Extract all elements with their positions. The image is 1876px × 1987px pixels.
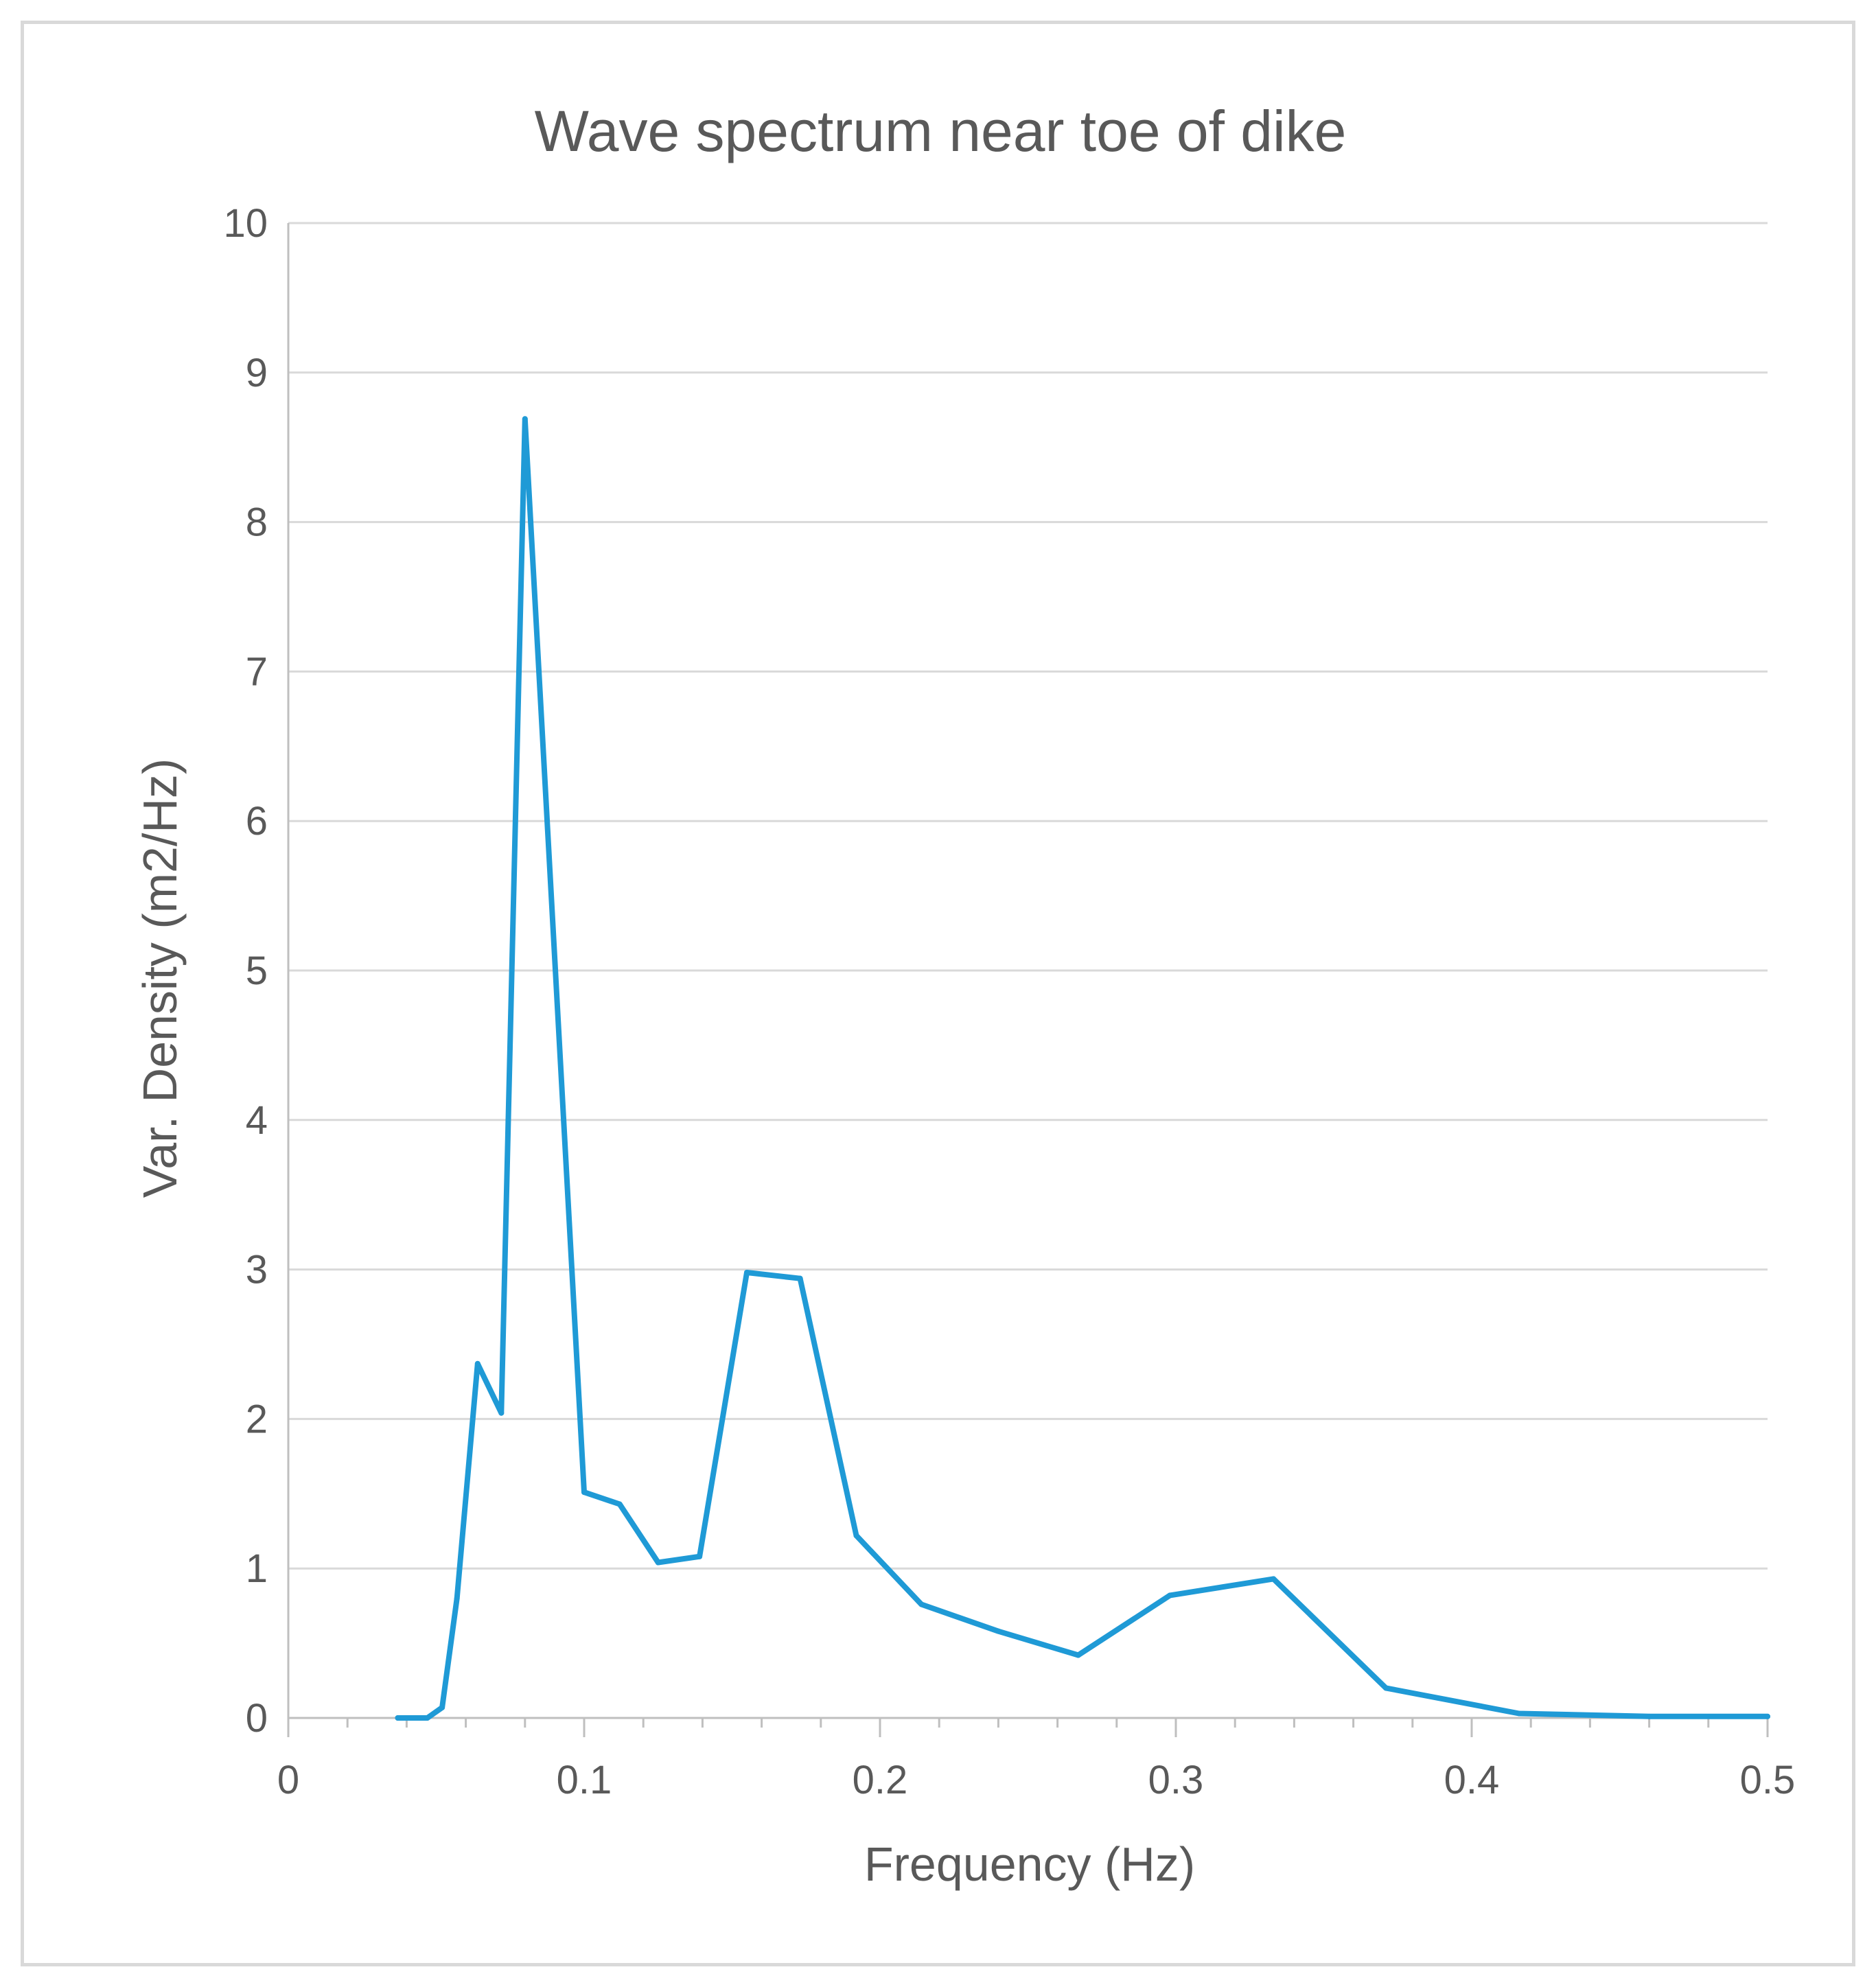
y-tick-label: 0 xyxy=(246,1696,268,1741)
data-point xyxy=(424,1715,430,1721)
chart-title: Wave spectrum near toe of dike xyxy=(535,99,1347,163)
chart-frame: Wave spectrum near toe of dike 0 1 2 3 4 5 6 7 8… xyxy=(21,21,1855,1966)
y-tick-label: 6 xyxy=(246,799,268,844)
series-line xyxy=(395,416,1770,1721)
x-tick-label: 0.4 xyxy=(1444,1758,1500,1802)
data-point xyxy=(697,1553,703,1559)
data-point xyxy=(1075,1652,1081,1658)
x-tick-label: 0.5 xyxy=(1740,1758,1796,1802)
y-tick-label: 7 xyxy=(246,649,268,694)
line-chart: Wave spectrum near toe of dike 0 1 2 3 4 5 6 7 8… xyxy=(133,99,1795,1891)
x-tick-label: 0.1 xyxy=(557,1758,612,1802)
gridlines xyxy=(288,222,1768,1570)
x-tick-label: 0 xyxy=(277,1758,299,1802)
data-point xyxy=(995,1628,1001,1634)
data-point xyxy=(395,1715,401,1721)
x-axis-tick-labels: 0 0.1 0.2 0.3 0.4 0.5 xyxy=(277,1758,1795,1802)
data-point xyxy=(616,1501,623,1507)
y-tick-label: 5 xyxy=(246,949,268,993)
x-axis-title: Frequency (Hz) xyxy=(864,1837,1195,1891)
data-point xyxy=(522,416,528,422)
x-tick-label: 0.3 xyxy=(1148,1758,1204,1802)
data-point xyxy=(1516,1710,1522,1717)
y-axis-tick-labels: 0 1 2 3 4 5 6 7 8 9 10 xyxy=(223,201,268,1741)
y-tick-label: 3 xyxy=(246,1248,268,1292)
data-point xyxy=(797,1275,803,1281)
data-point xyxy=(853,1533,859,1539)
data-point xyxy=(1271,1576,1277,1582)
y-tick-label: 8 xyxy=(246,500,268,545)
y-tick-label: 9 xyxy=(246,351,268,395)
data-point xyxy=(474,1360,480,1367)
data-point xyxy=(581,1489,587,1496)
y-axis-title: Var. Density (m2/Hz) xyxy=(133,758,187,1198)
data-point xyxy=(918,1601,925,1607)
data-point xyxy=(439,1704,445,1710)
data-point xyxy=(655,1559,661,1566)
x-axis xyxy=(287,223,1769,1737)
data-point xyxy=(1765,1713,1770,1719)
data-point xyxy=(744,1269,750,1275)
data-point xyxy=(454,1595,460,1601)
y-tick-label: 2 xyxy=(246,1397,268,1441)
data-point xyxy=(498,1410,505,1416)
y-tick-label: 4 xyxy=(246,1098,268,1143)
x-tick-label: 0.2 xyxy=(853,1758,908,1802)
series-layer xyxy=(395,416,1770,1721)
data-point xyxy=(1383,1685,1389,1691)
data-point xyxy=(1167,1592,1173,1599)
y-tick-label: 1 xyxy=(246,1546,268,1591)
y-tick-label: 10 xyxy=(223,201,268,246)
data-point xyxy=(1646,1713,1652,1719)
